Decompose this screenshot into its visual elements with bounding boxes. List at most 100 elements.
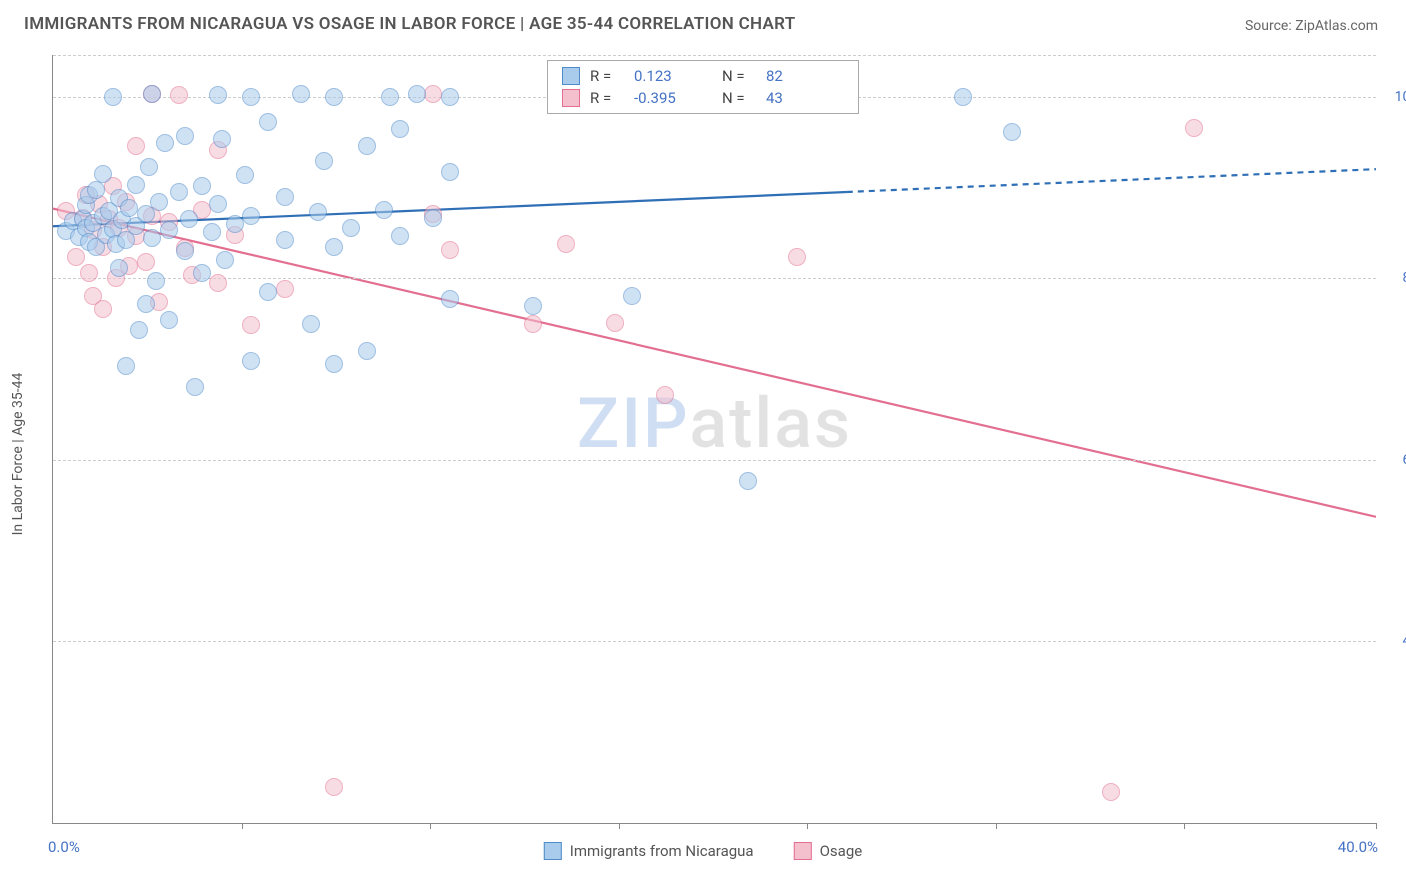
scatter-point — [242, 207, 260, 225]
scatter-point — [656, 386, 674, 404]
scatter-point — [209, 274, 227, 292]
chart-title: IMMIGRANTS FROM NICARAGUA VS OSAGE IN LA… — [24, 14, 795, 34]
scatter-point — [276, 280, 294, 298]
scatter-point — [1102, 783, 1120, 801]
scatter-point — [375, 201, 393, 219]
scatter-point — [342, 219, 360, 237]
scatter-point — [381, 88, 399, 106]
scatter-point — [424, 209, 442, 227]
n-value-2: 43 — [766, 89, 844, 107]
scatter-point — [259, 113, 277, 131]
scatter-point — [276, 231, 294, 249]
legend-swatch-1 — [544, 842, 562, 860]
scatter-point — [209, 195, 227, 213]
scatter-point — [325, 238, 343, 256]
scatter-point — [193, 264, 211, 282]
n-value-1: 82 — [766, 67, 844, 85]
scatter-point — [226, 215, 244, 233]
scatter-point — [325, 355, 343, 373]
scatter-point — [391, 120, 409, 138]
scatter-point — [788, 248, 806, 266]
scatter-point — [606, 314, 624, 332]
scatter-point — [170, 86, 188, 104]
scatter-point — [216, 251, 234, 269]
source-attribution: Source: ZipAtlas.com — [1245, 18, 1378, 34]
scatter-point — [954, 88, 972, 106]
scatter-point — [441, 88, 459, 106]
y-tick-label: 65.0% — [1402, 452, 1406, 468]
scatter-point — [137, 295, 155, 313]
scatter-point — [160, 221, 178, 239]
scatter-point — [176, 127, 194, 145]
x-axis-min-label: 0.0% — [48, 838, 80, 856]
scatter-point — [213, 130, 231, 148]
scatter-point — [1185, 119, 1203, 137]
n-label: N = — [722, 89, 756, 107]
scatter-point — [110, 259, 128, 277]
scatter-point — [143, 85, 161, 103]
scatter-point — [524, 297, 542, 315]
scatter-point — [242, 88, 260, 106]
scatter-point — [242, 316, 260, 334]
scatter-point — [80, 264, 98, 282]
grid-line — [53, 641, 1376, 642]
scatter-point — [309, 203, 327, 221]
scatter-point — [193, 177, 211, 195]
legend-swatch-2 — [562, 89, 580, 107]
grid-line — [53, 460, 1376, 461]
scatter-point — [236, 166, 254, 184]
x-tick — [430, 823, 431, 829]
scatter-point — [623, 287, 641, 305]
x-tick — [807, 823, 808, 829]
scatter-point — [259, 283, 277, 301]
scatter-point — [441, 163, 459, 181]
scatter-point — [441, 290, 459, 308]
scatter-point — [170, 183, 188, 201]
correlation-row-2: R = -0.395 N = 43 — [562, 89, 844, 107]
x-tick — [619, 823, 620, 829]
legend-item-1: Immigrants from Nicaragua — [544, 842, 754, 860]
scatter-point — [127, 137, 145, 155]
scatter-point — [209, 86, 227, 104]
scatter-point — [117, 357, 135, 375]
scatter-point — [147, 272, 165, 290]
legend-label-2: Osage — [820, 842, 863, 860]
correlation-legend: R = 0.123 N = 82 R = -0.395 N = 43 — [547, 60, 859, 114]
r-value-2: -0.395 — [634, 89, 712, 107]
scatter-point — [441, 241, 459, 259]
scatter-point — [130, 321, 148, 339]
scatter-point — [127, 176, 145, 194]
x-axis-max-label: 40.0% — [1338, 838, 1378, 856]
plot-area: ZIPatlas 47.5%65.0%82.5%100.0% — [52, 55, 1376, 824]
r-label: R = — [590, 89, 624, 107]
scatter-point — [186, 378, 204, 396]
scatter-point — [160, 311, 178, 329]
series-legend: Immigrants from Nicaragua Osage — [544, 842, 862, 860]
scatter-point — [94, 165, 112, 183]
watermark-atlas: atlas — [689, 383, 852, 465]
grid-line — [53, 278, 1376, 279]
r-value-1: 0.123 — [634, 67, 712, 85]
scatter-point — [156, 134, 174, 152]
scatter-point — [358, 137, 376, 155]
scatter-point — [180, 210, 198, 228]
x-tick — [242, 823, 243, 829]
legend-item-2: Osage — [794, 842, 863, 860]
x-tick — [1184, 823, 1185, 829]
scatter-point — [67, 248, 85, 266]
x-tick — [996, 823, 997, 829]
legend-swatch-2 — [794, 842, 812, 860]
y-axis-title: In Labor Force | Age 35-44 — [10, 373, 26, 536]
legend-label-1: Immigrants from Nicaragua — [570, 842, 754, 860]
scatter-point — [1003, 123, 1021, 141]
watermark: ZIPatlas — [577, 383, 852, 465]
n-label: N = — [722, 67, 756, 85]
y-tick-label: 47.5% — [1402, 633, 1406, 649]
scatter-point — [391, 227, 409, 245]
scatter-point — [739, 472, 757, 490]
scatter-point — [302, 315, 320, 333]
scatter-point — [242, 352, 260, 370]
scatter-point — [292, 85, 310, 103]
scatter-point — [424, 85, 442, 103]
scatter-point — [325, 778, 343, 796]
